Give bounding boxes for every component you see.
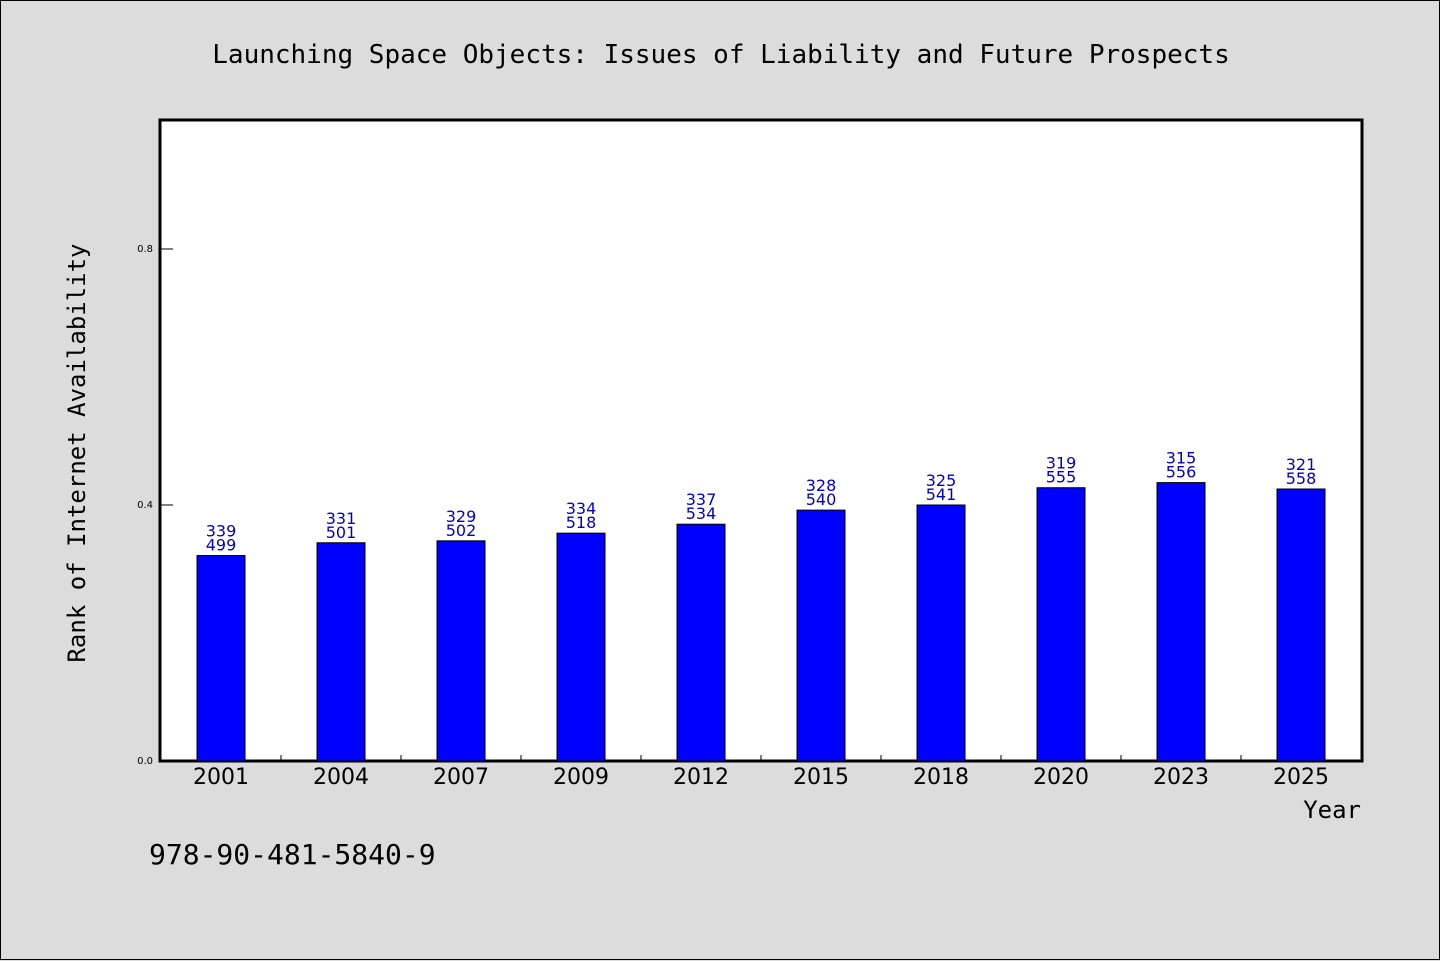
bar-label-top-2009: 334 bbox=[566, 499, 597, 518]
bar-label-bottom-2023: 556 bbox=[1166, 463, 1197, 482]
bar-label-bottom-2018: 541 bbox=[926, 485, 957, 504]
x-tick-label-2007: 2007 bbox=[433, 765, 489, 790]
y-axis-ticks: 0.0 0.4 0.8 bbox=[137, 244, 173, 767]
bars-layer: 3394993315013295023345183375343285403255… bbox=[196, 449, 1326, 762]
bar-label-bottom-2009: 518 bbox=[566, 513, 597, 532]
x-axis-ticks: 2001 2004 2007 2009 2012 2015 2018 2020 2023 2025 bbox=[193, 755, 1329, 790]
bar-label-top-2007: 329 bbox=[446, 507, 477, 526]
bar-label-top-2001: 339 bbox=[206, 522, 237, 541]
bar-label-bottom-2020: 555 bbox=[1046, 468, 1077, 487]
bar-2009 bbox=[556, 532, 606, 762]
x-tick-label-2001: 2001 bbox=[193, 765, 249, 790]
bar-2023 bbox=[1156, 482, 1206, 762]
y-tick-label-0.4: 0.4 bbox=[137, 500, 153, 511]
bar-2018 bbox=[916, 504, 966, 762]
bar-2012 bbox=[676, 523, 726, 762]
bar-2001 bbox=[196, 555, 246, 762]
bar-label-bottom-2025: 558 bbox=[1286, 469, 1317, 488]
x-tick-label-2025: 2025 bbox=[1273, 765, 1329, 790]
chart-title: Launching Space Objects: Issues of Liabi… bbox=[212, 40, 1229, 70]
x-tick-label-2020: 2020 bbox=[1033, 765, 1089, 790]
bar-label-top-2004: 331 bbox=[326, 509, 357, 528]
bar-label-top-2012: 337 bbox=[686, 490, 717, 509]
x-tick-label-2023: 2023 bbox=[1153, 765, 1209, 790]
bar-label-top-2020: 319 bbox=[1046, 454, 1077, 473]
bar-label-top-2018: 325 bbox=[926, 471, 957, 490]
x-tick-label-2015: 2015 bbox=[793, 765, 849, 790]
bar-2015 bbox=[796, 509, 846, 762]
bar-label-bottom-2001: 499 bbox=[206, 536, 237, 555]
x-tick-label-2004: 2004 bbox=[313, 765, 369, 790]
bar-2004 bbox=[316, 542, 366, 762]
y-tick-label-0.8: 0.8 bbox=[137, 244, 153, 255]
y-axis-title: Rank of Internet Availability bbox=[63, 243, 91, 662]
x-axis-title: Year bbox=[1303, 796, 1361, 824]
bar-2025 bbox=[1276, 488, 1326, 762]
bar-label-top-2025: 321 bbox=[1286, 455, 1317, 474]
x-tick-label-2012: 2012 bbox=[673, 765, 729, 790]
y-tick-label-0.0: 0.0 bbox=[137, 756, 153, 767]
x-tick-label-2018: 2018 bbox=[913, 765, 969, 790]
bar-label-top-2015: 328 bbox=[806, 476, 837, 495]
bar-2007 bbox=[436, 540, 486, 762]
bar-label-top-2023: 315 bbox=[1166, 449, 1197, 468]
bar-label-bottom-2007: 502 bbox=[446, 521, 477, 540]
bar-label-bottom-2015: 540 bbox=[806, 490, 837, 509]
bar-label-bottom-2012: 534 bbox=[686, 504, 717, 523]
isbn-label: 978-90-481-5840-9 bbox=[149, 838, 436, 871]
x-tick-label-2009: 2009 bbox=[553, 765, 609, 790]
bar-2020 bbox=[1036, 487, 1086, 762]
bar-label-bottom-2004: 501 bbox=[326, 523, 357, 542]
